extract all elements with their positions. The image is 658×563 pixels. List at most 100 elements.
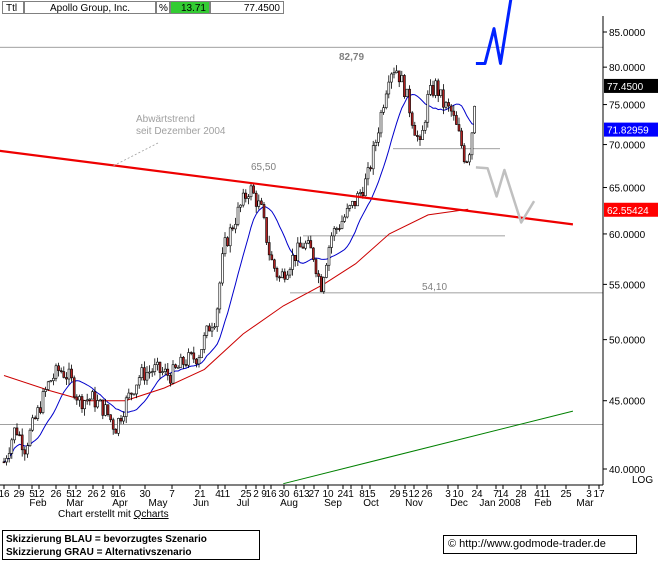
price-label-bg — [604, 202, 658, 217]
candle-body — [361, 192, 365, 197]
candle-body — [468, 154, 471, 163]
chart-credit: Chart erstellt mit Qcharts — [58, 509, 169, 520]
x-month-label: Jun — [193, 498, 209, 509]
candle-body — [291, 255, 294, 270]
candle-body — [252, 185, 255, 194]
x-month-label: Sep — [324, 498, 342, 509]
source-url-link[interactable]: http://www.godmode-trader.de — [459, 538, 606, 550]
candle-body — [314, 259, 318, 275]
x-tick-label: 12 — [70, 489, 82, 500]
company-name: Apollo Group, Inc. — [49, 3, 131, 14]
candle-body — [356, 193, 359, 207]
candle-body — [254, 192, 258, 207]
candle-body — [234, 223, 237, 230]
x-month-label: Feb — [534, 498, 552, 509]
x-tick-label: 11 — [540, 489, 551, 500]
copyright-icon: © — [448, 538, 457, 550]
x-tick-label: 21 — [194, 489, 206, 500]
candle-body — [2, 461, 6, 464]
candle-body — [301, 246, 305, 249]
candle-body — [348, 205, 352, 209]
candle-body — [309, 240, 313, 249]
symbol-text: Ttl — [6, 3, 18, 14]
candle-body — [358, 192, 362, 194]
candle-body — [197, 357, 201, 365]
candle-body — [158, 361, 162, 373]
candle-body — [239, 204, 242, 208]
x-month-label: Nov — [405, 498, 423, 509]
candle-body — [18, 434, 21, 437]
candle-body — [221, 253, 224, 284]
x-tick-label: 3 — [586, 489, 592, 500]
x-month-label: Oct — [363, 498, 379, 509]
candle-body — [338, 228, 341, 230]
x-tick-label: 9 — [110, 489, 116, 500]
x-tick-label: 25 — [560, 489, 572, 500]
x-tick-label: 8 — [359, 489, 365, 500]
candle-body — [447, 102, 450, 107]
candle-body — [36, 407, 40, 419]
candle-body — [332, 228, 336, 237]
y-tick-label: 65.0000 — [609, 184, 646, 195]
x-tick-label: 27 — [308, 489, 320, 500]
candle-body — [44, 389, 47, 392]
x-tick-label: 7 — [169, 489, 175, 500]
candle-body — [174, 364, 177, 368]
credit-tool-link[interactable]: Qcharts — [133, 509, 169, 520]
candle-body — [26, 445, 29, 455]
candle-body — [39, 407, 42, 413]
candle-body — [249, 185, 253, 198]
candle-body — [286, 274, 289, 280]
header-pct-value: 13.71 — [170, 1, 210, 14]
candle-body — [226, 237, 229, 247]
header-pct-label: % — [156, 1, 170, 14]
candle-body — [57, 365, 60, 371]
price-label-bg — [604, 78, 658, 93]
candle-body — [270, 254, 274, 261]
x-tick-label: 12 — [33, 489, 45, 500]
candle-body — [257, 200, 261, 207]
candle-body — [166, 368, 170, 376]
candle-body — [137, 377, 141, 386]
x-month-label: Apr — [112, 498, 128, 509]
candle-body — [140, 367, 144, 378]
candle-body — [400, 75, 404, 83]
candle-body — [171, 364, 175, 384]
candle-body — [161, 371, 164, 373]
price-label-bg — [604, 122, 658, 137]
annot-july-high: 65,50 — [251, 162, 276, 173]
pct-label: % — [159, 3, 168, 14]
candle-body — [195, 358, 198, 365]
x-tick-label: 29 — [13, 489, 25, 500]
x-tick-label: 28 — [515, 489, 527, 500]
candle-body — [431, 85, 435, 96]
candle-body — [200, 349, 203, 358]
candle-body — [208, 325, 211, 332]
candle-body — [444, 102, 448, 108]
y-tick-label: 50.0000 — [609, 336, 646, 347]
candle-body — [189, 352, 193, 354]
candle-body — [416, 135, 419, 137]
candle-body — [70, 368, 73, 379]
candle-body — [377, 132, 380, 143]
ma-fast-line — [3, 93, 475, 463]
annot-trend-title: Abwärtstrend — [136, 114, 195, 125]
candle-body — [421, 129, 424, 140]
candle-body — [392, 72, 396, 75]
candle-body — [13, 427, 16, 441]
candle-body — [403, 75, 406, 97]
x-tick-label: 16 — [114, 489, 126, 500]
candle-body — [75, 396, 79, 401]
x-tick-label: 30 — [139, 489, 151, 500]
candle-body — [455, 115, 458, 125]
candle-body — [213, 326, 216, 329]
candle-body — [353, 200, 357, 207]
candle-body — [429, 85, 432, 95]
candle-body — [169, 375, 172, 384]
candle-body — [340, 221, 344, 229]
candle-body — [223, 237, 227, 255]
x-tick-label: 24 — [471, 489, 483, 500]
x-tick-label: 16 — [0, 489, 10, 500]
x-tick-label: 10 — [452, 489, 464, 500]
candle-body — [10, 439, 14, 454]
